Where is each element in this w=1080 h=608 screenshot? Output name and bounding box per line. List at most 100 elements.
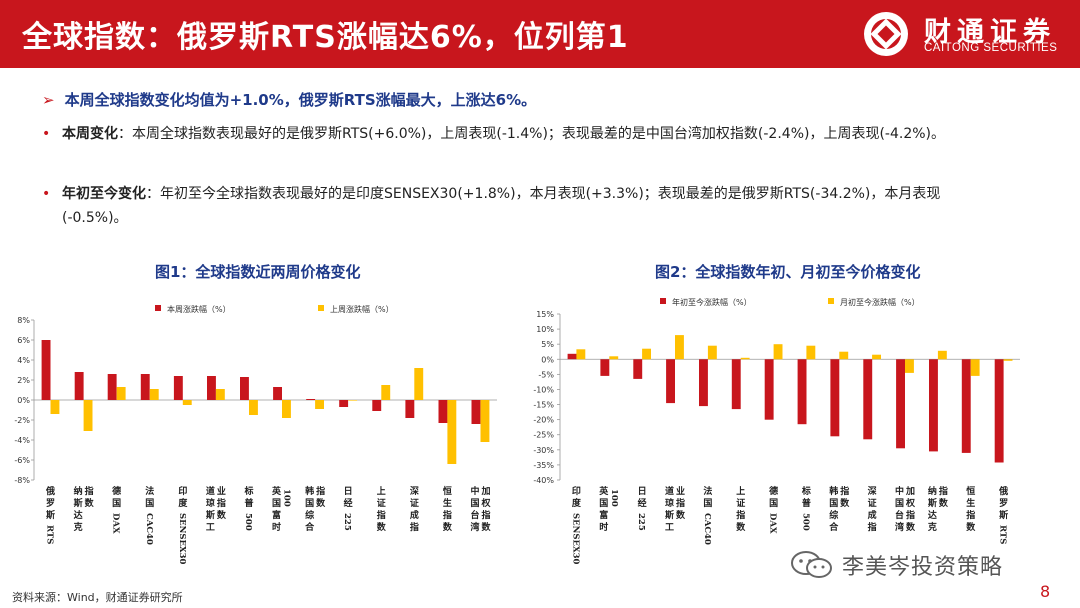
x-category-label: 纳斯达克指数 [74,485,95,533]
bar [609,356,619,360]
bar [896,359,905,449]
arrow-bullet-icon: ➢ [42,91,55,109]
x-category-label: 韩国综合指数 [305,485,326,533]
bar [381,385,391,400]
bar [447,400,457,464]
x-category-label: 印度 [572,485,582,509]
bar [480,400,490,442]
bar [282,400,291,418]
x-category-label-latin: SENSEX30 [177,513,187,565]
x-category-label-latin: DAX [111,513,121,534]
y-tick-label: -8% [14,476,30,485]
y-tick-label: 5% [541,340,554,349]
x-category-label-latin: 225 [342,513,352,531]
x-category-label: 恒生指数 [443,485,453,533]
source-note: 资料来源：Wind，财通证券研究所 [12,591,183,604]
bar [830,359,840,437]
bar [107,374,117,400]
x-category-label: 德国 [769,485,778,509]
x-category-label: 恒生指数 [966,485,976,533]
x-category-label-latin: CAC40 [144,513,154,545]
bar [339,400,349,407]
bar [273,387,282,400]
y-tick-label: 10% [536,325,554,334]
y-tick-label: 0% [541,355,554,364]
bullet-label: 本周变化 [62,126,118,142]
x-category-label-latin: 500 [243,513,253,531]
legend-swatch [828,298,834,304]
bar [140,374,150,400]
x-category-label-latin: 100 [609,489,619,507]
y-tick-label: 8% [17,316,30,325]
x-category-label: 道琼斯工业指数 [665,485,686,533]
bar [773,344,783,360]
bar [1003,359,1013,361]
bar [149,389,159,400]
bar [806,345,816,360]
x-category-label: 韩国综合指数 [829,485,850,533]
legend-swatch [660,298,666,304]
bar [116,387,126,400]
bar [405,400,415,418]
watermark: 李美岑投资策略 [790,545,1003,585]
bar [41,340,51,400]
bar [600,359,610,376]
bar [50,400,60,414]
bar [863,359,873,440]
x-category-label-latin: 100 [282,489,292,507]
bullet-text: ：本周全球指数表现最好的是俄罗斯RTS(+6.0%)，上周表现(-1.4%)；表… [118,126,945,142]
bar [249,400,258,415]
y-tick-label: -20% [533,416,554,425]
x-category-label: 英国富时 [271,485,282,533]
bar [207,376,216,400]
bar [666,359,675,404]
bar [872,354,881,360]
page-number: 8 [1040,582,1051,601]
y-tick-label: 6% [17,336,30,345]
y-tick-label: -25% [533,431,554,440]
x-category-label: 标普 [801,485,811,509]
x-category-label-latin: RTS [998,525,1008,544]
bar [215,389,225,400]
bullet-label: 年初至今变化 [62,186,146,202]
x-category-label: 道琼斯工业指数 [206,485,227,533]
y-tick-label: -30% [533,446,554,455]
bar [707,345,717,360]
x-category-label-latin: RTS [45,525,55,544]
bar [675,335,684,360]
bar [937,350,947,360]
bar [970,359,980,376]
bullet-dot-icon: • [42,186,51,202]
y-tick-label: 15% [536,310,554,319]
company-logo: 财通证券 CAITONG SECURITIES [860,8,1065,60]
bar [567,353,577,360]
x-category-label: 标普 [243,485,253,509]
x-category-label: 俄罗斯 [45,485,55,521]
bar [438,400,448,423]
summary-line: ➢ 本周全球指数变化均值为+1.0%，俄罗斯RTS涨幅最大，上涨达6%。 [42,89,536,110]
legend-label: 上周涨跌幅（%） [330,304,394,314]
wechat-icon [791,551,832,578]
x-category-label-latin: DAX [768,513,778,534]
y-tick-label: -35% [533,461,554,470]
x-category-label-latin: 225 [636,513,646,531]
x-category-label: 日经 [638,486,647,509]
bar [633,359,643,379]
bar [576,349,586,360]
page-title: 全球指数：俄罗斯RTS涨幅达6%，位列第1 [22,20,629,55]
x-category-label: 日经 [344,486,353,509]
bar [929,359,938,452]
bar [699,359,708,407]
y-tick-label: -15% [533,401,554,410]
bar [731,359,741,410]
y-tick-label: 4% [17,356,30,365]
x-category-label: 纳斯达克指数 [928,485,949,533]
y-tick-label: 0% [17,396,30,405]
y-tick-label: -5% [538,370,554,379]
bar [905,359,914,373]
bar [414,368,424,400]
y-tick-label: -6% [14,456,30,465]
x-category-label: 中国台湾加权指数 [895,485,916,533]
bullet-ytd: • 年初至今变化：年初至今全球指数表现最好的是印度SENSEX30(+1.8%)… [42,182,962,230]
